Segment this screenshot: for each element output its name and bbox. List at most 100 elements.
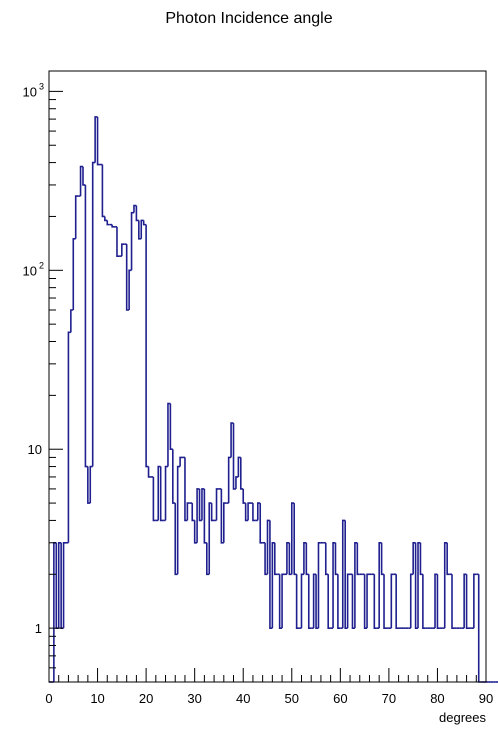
histogram-bin — [436, 574, 440, 629]
histogram-bin — [101, 164, 105, 218]
histogram-bin — [62, 541, 66, 629]
histogram-bin — [443, 541, 448, 629]
x-tick-label: 70 — [382, 691, 396, 706]
histogram-bin — [366, 573, 370, 629]
histogram-bin — [380, 542, 385, 576]
histogram-bin — [147, 466, 151, 478]
histogram-bin — [142, 220, 147, 226]
histogram-bin — [363, 574, 368, 629]
histogram-bin — [315, 574, 319, 629]
histogram-bin — [286, 541, 290, 575]
histogram-bin — [419, 542, 423, 576]
histogram-bin — [300, 573, 304, 629]
histogram-bin — [312, 573, 317, 629]
histogram-bin — [193, 520, 198, 544]
histogram-bin — [332, 541, 336, 629]
histogram-bin — [230, 422, 234, 458]
histogram-bin — [412, 541, 416, 575]
histogram-bin — [121, 243, 125, 257]
histogram-bin — [128, 269, 132, 310]
histogram-bin — [133, 204, 137, 213]
histogram-bin — [79, 165, 83, 197]
histogram-bin — [414, 542, 419, 629]
histogram-bin — [164, 465, 168, 521]
histogram-bin — [203, 488, 207, 544]
histogram-bin — [67, 331, 71, 543]
histogram-bin — [317, 541, 321, 629]
histogram-bin — [463, 573, 467, 629]
histogram-bin — [307, 574, 312, 629]
x-tick-label: 40 — [236, 691, 250, 706]
histogram-bin — [271, 541, 275, 629]
y-tick-label: 1 — [35, 621, 42, 636]
histogram-bin — [351, 574, 355, 629]
histogram-bin — [82, 166, 86, 186]
x-tick-label: 20 — [139, 691, 153, 706]
histogram-bin — [281, 573, 285, 629]
histogram-bin — [346, 573, 351, 629]
histogram-bin — [273, 542, 278, 576]
histogram-bin — [208, 502, 212, 575]
y-tick-exponent: 3 — [39, 81, 44, 91]
histogram-bin — [434, 573, 438, 629]
histogram-bin — [152, 476, 156, 522]
histogram-line-layer — [49, 116, 498, 683]
histogram-bin — [259, 503, 263, 544]
histogram-bin — [74, 195, 79, 239]
histogram-bin — [157, 465, 161, 521]
histogram-bin — [169, 403, 173, 451]
x-tick-label: 50 — [285, 691, 299, 706]
histogram-bin — [159, 466, 164, 522]
histogram-bin — [288, 542, 292, 576]
histogram-bin — [70, 309, 74, 333]
histogram-bin — [395, 574, 399, 629]
histogram-bin — [239, 457, 244, 490]
histogram-bin — [278, 574, 283, 629]
histogram-bin — [305, 542, 309, 576]
histogram-bin — [215, 488, 219, 521]
histogram-bin — [446, 542, 450, 576]
histogram-bin — [344, 520, 348, 629]
histogram-bin — [206, 542, 210, 576]
histogram-bin — [417, 541, 421, 629]
histogram-bin — [252, 503, 256, 522]
histogram-bin — [235, 476, 239, 489]
histogram-bin — [96, 116, 100, 166]
histogram-bin — [247, 502, 251, 521]
y-tick-label: 10 — [28, 442, 42, 457]
histogram-bin — [383, 574, 387, 629]
histogram-bin — [111, 224, 115, 228]
histogram-bin — [264, 542, 268, 576]
histogram-bin — [106, 220, 110, 226]
histogram-bin — [186, 502, 190, 521]
x-tick-label: 10 — [90, 691, 104, 706]
x-tick-label: 30 — [187, 691, 201, 706]
histogram-bin — [337, 574, 341, 629]
histogram-bin — [223, 502, 227, 543]
histogram-bin — [334, 542, 338, 576]
histogram-bin — [91, 161, 96, 467]
histogram-bin — [104, 216, 108, 222]
chart-title: Photon Incidence angle — [165, 10, 332, 27]
histogram-bin — [140, 219, 144, 239]
histogram-bin — [130, 211, 134, 271]
histogram-bin — [191, 503, 195, 522]
histogram-bin — [125, 244, 130, 311]
histogram-bin — [266, 519, 270, 575]
histogram-bin — [84, 184, 88, 468]
histogram-bin — [451, 574, 455, 629]
histogram-bin — [269, 520, 273, 629]
x-axis-label: degrees — [439, 710, 486, 725]
histogram-bin — [293, 503, 297, 576]
histogram-bin — [409, 573, 414, 629]
histogram-bin — [72, 238, 76, 310]
histogram-bin — [116, 226, 120, 257]
histogram-bin — [89, 465, 93, 504]
histogram-bin — [87, 466, 91, 504]
histogram-bin — [167, 402, 171, 467]
histogram-bin — [327, 574, 331, 629]
histogram-bin — [422, 574, 426, 629]
histogram-bin — [290, 502, 295, 575]
